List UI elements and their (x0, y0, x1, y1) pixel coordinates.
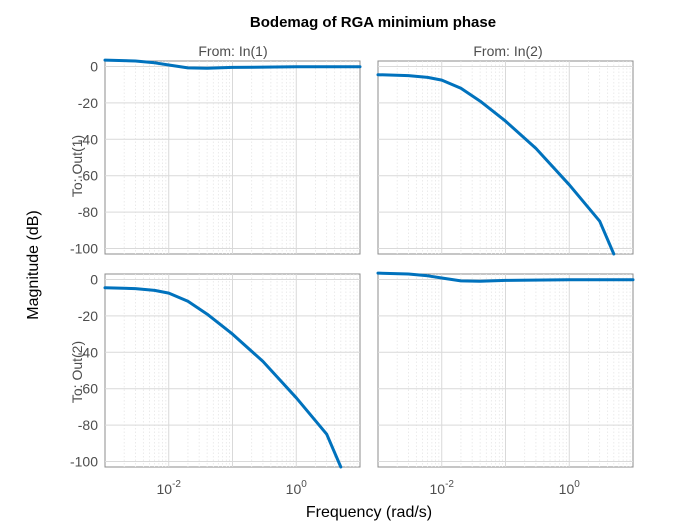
y-tick-label: 0 (90, 271, 98, 287)
x-tick-label: 10-2 (430, 479, 455, 497)
x-axis-label: Frequency (rad/s) (306, 504, 432, 521)
y-tick-label: -20 (78, 308, 98, 324)
y-tick-label: -20 (78, 95, 98, 111)
y-tick-label: -80 (78, 204, 98, 220)
column-label-in2: From: In(2) (473, 43, 542, 59)
y-tick-label: -60 (78, 381, 98, 397)
panel-r1-c2 (376, 60, 634, 256)
magnitude-curve (376, 73, 616, 256)
row-label-out2: To: Out(2) (69, 341, 85, 403)
x-tick-label: 100 (286, 479, 308, 497)
y-tick-label: -100 (70, 454, 98, 470)
chart-title: Bodemag of RGA minimium phase (250, 14, 496, 31)
panel-r1-c1: 0 -20 -40 -60 -80 -100 (70, 58, 362, 257)
y-tick-label: -60 (78, 168, 98, 184)
magnitude-curve (103, 58, 362, 70)
x-tick-label: 100 (559, 479, 581, 497)
y-tick-label: -100 (70, 241, 98, 257)
magnitude-curve (376, 271, 635, 283)
panel-r2-c2: 10-2 100 (376, 271, 635, 497)
x-tick-label: 10-2 (157, 479, 182, 497)
magnitude-curve (103, 286, 343, 469)
column-label-in1: From: In(1) (198, 43, 267, 59)
y-axis-label: Magnitude (dB) (25, 210, 42, 319)
y-tick-label: -40 (78, 344, 98, 360)
y-tick-label: 0 (90, 58, 98, 74)
y-tick-label: -80 (78, 417, 98, 433)
y-tick-label: -40 (78, 131, 98, 147)
panel-r2-c1: 0 -20 -40 -60 -80 -100 10-2 100 (70, 271, 361, 497)
row-label-out1: To: Out(1) (69, 135, 85, 197)
